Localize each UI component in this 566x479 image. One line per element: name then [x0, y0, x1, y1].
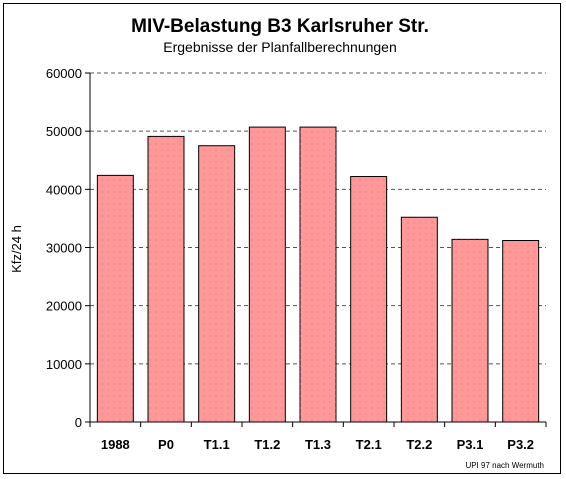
axes [85, 72, 547, 427]
source-note: UPI 97 nach Wermuth [465, 461, 544, 470]
y-tick-label: 0 [75, 415, 82, 430]
x-tick-label: T2.2 [406, 437, 432, 452]
bar-T1.1 [198, 145, 236, 423]
y-tick-label: 50000 [46, 124, 82, 139]
x-tick-label: T1.2 [254, 437, 280, 452]
bar-texture [300, 127, 336, 422]
bar-P3.2 [502, 240, 540, 423]
bar-T2.2 [400, 216, 438, 423]
chart-subtitle: Ergebnisse der Planfallberechnungen [163, 39, 397, 55]
bar-texture [97, 175, 134, 422]
bar-P3.1 [451, 238, 489, 423]
y-tick-label: 20000 [46, 299, 82, 314]
bar-1988 [96, 174, 134, 423]
x-tick-label: P0 [158, 437, 174, 452]
y-tick-label: 10000 [46, 357, 82, 372]
bar-texture [198, 145, 235, 423]
bars [96, 126, 540, 423]
bar-T1.3 [299, 126, 337, 423]
chart-frame: MIV-Belastung B3 Karlsruher Str. Ergebni… [3, 3, 561, 474]
x-tick-label: P3.1 [457, 437, 484, 452]
x-tick-label: T2.1 [356, 437, 382, 452]
bar-texture [452, 239, 488, 422]
y-axis-label: Kfz/24 h [9, 225, 24, 273]
x-tick-label: T1.1 [204, 437, 230, 452]
bar-texture [350, 176, 387, 422]
chart-title: MIV-Belastung B3 Karlsruher Str. [131, 16, 429, 37]
x-tick-labels: 1988 P0 T1.1 T1.2 T1.3 T2.1 T2.2 P3.1 P3.2 [101, 437, 534, 452]
x-tick-label: T1.3 [305, 437, 331, 452]
bar-texture [148, 136, 184, 422]
bar-T1.2 [248, 126, 286, 423]
chart-canvas: MIV-Belastung B3 Karlsruher Str. Ergebni… [9, 16, 547, 470]
bar-texture [249, 127, 286, 422]
bar-P0 [147, 135, 185, 423]
y-tick-label: 30000 [46, 241, 82, 256]
y-tick-label: 40000 [46, 182, 82, 197]
y-tick-labels: 0 10000 20000 30000 40000 50000 60000 [46, 66, 82, 430]
bar-texture [401, 217, 438, 422]
bar-T2.1 [350, 176, 388, 423]
x-tick-label: 1988 [101, 437, 130, 452]
bar-texture [502, 240, 539, 422]
x-tick-label: P3.2 [507, 437, 534, 452]
y-tick-label: 60000 [46, 66, 82, 81]
